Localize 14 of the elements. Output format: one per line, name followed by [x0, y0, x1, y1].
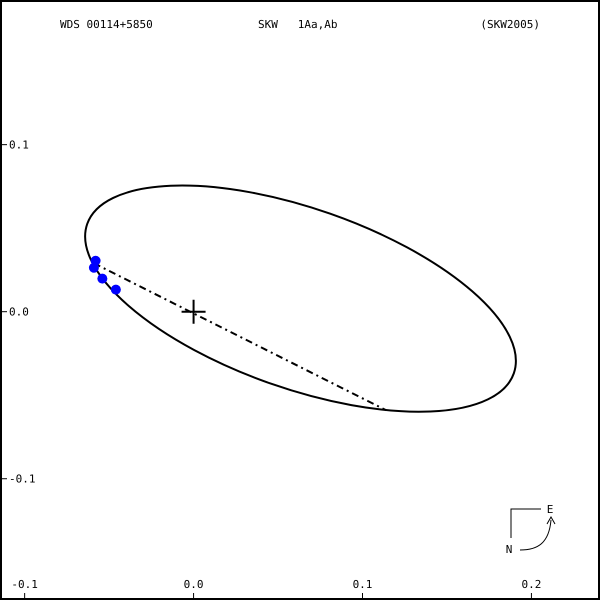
point [97, 274, 108, 284]
point [110, 284, 121, 295]
text: WDS 00114+5850 [60, 18, 153, 31]
text: SKW 1Aa,Ab [258, 18, 338, 31]
y-tick-label: 0.0 [9, 306, 29, 319]
x-tick-label: 0.0 [184, 578, 204, 591]
x-tick-label: 0.2 [521, 578, 542, 591]
annotation: (SKW2005) [480, 18, 540, 31]
annotation: N [506, 543, 512, 556]
annotation: E [546, 503, 554, 516]
x-tick-label: 0.1 [352, 578, 372, 591]
y-tick-label: 0.1 [9, 138, 29, 152]
y-tick-label: -0.1 [9, 472, 36, 486]
point [88, 262, 99, 273]
